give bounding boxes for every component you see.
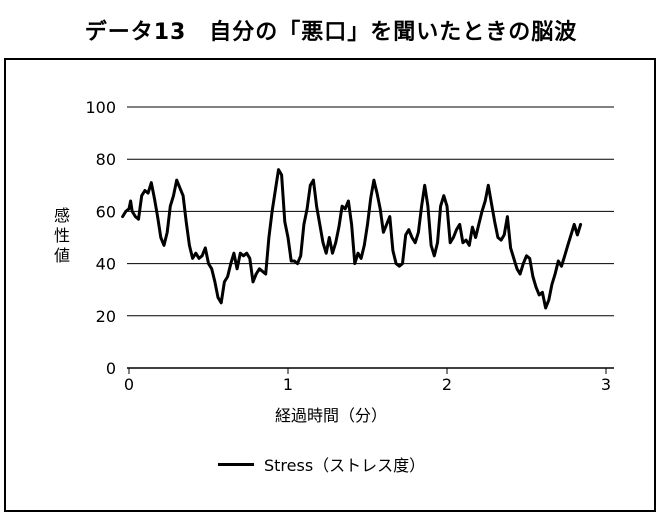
- y-axis-label: 感性値: [50, 206, 74, 266]
- chart-title: データ13 自分の「悪口」を聞いたときの脳波: [84, 20, 578, 45]
- y-axis-label-char: 性: [53, 226, 70, 245]
- x-tick-label: 0: [124, 375, 134, 394]
- x-tick-label: 1: [283, 375, 293, 394]
- y-axis-label-char: 感: [53, 206, 70, 225]
- series-line-stress: [121, 168, 583, 310]
- x-tick-label: 3: [601, 375, 611, 394]
- y-tick-label: 60: [96, 202, 116, 221]
- y-tick-label: 100: [85, 98, 116, 117]
- y-axis-label-char: 値: [53, 246, 70, 265]
- chart-frame: [4, 58, 656, 512]
- y-tick-label: 0: [106, 359, 116, 378]
- legend: Stress（ストレス度）: [218, 452, 425, 476]
- x-axis-label: 経過時間（分）: [274, 406, 387, 425]
- y-tick-label: 80: [96, 150, 116, 169]
- legend-swatch: [218, 462, 254, 466]
- x-tick-label: 2: [442, 375, 452, 394]
- y-tick-label: 40: [96, 255, 116, 274]
- y-tick-label: 20: [96, 307, 116, 326]
- legend-label: Stress（ストレス度）: [264, 456, 426, 475]
